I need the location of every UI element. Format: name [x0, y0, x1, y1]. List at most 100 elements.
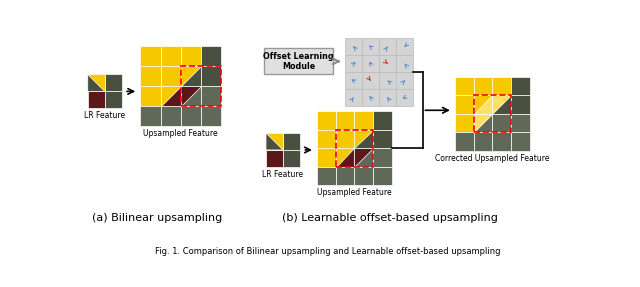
Bar — [492, 95, 511, 114]
Bar — [336, 167, 355, 185]
Bar — [201, 66, 221, 86]
Bar — [492, 132, 511, 151]
Bar — [511, 95, 529, 114]
Text: Upsampled Feature: Upsampled Feature — [143, 129, 218, 138]
Text: LR Feature: LR Feature — [262, 170, 303, 179]
Bar — [355, 148, 373, 167]
Polygon shape — [180, 86, 201, 106]
Bar — [140, 86, 161, 106]
Bar — [317, 130, 336, 148]
Bar — [180, 66, 221, 106]
Polygon shape — [492, 95, 511, 114]
Bar — [201, 86, 221, 106]
Bar — [379, 89, 396, 106]
Bar — [373, 148, 392, 167]
Bar — [396, 38, 413, 55]
Text: Upsampled Feature: Upsampled Feature — [317, 189, 392, 197]
Bar — [455, 132, 474, 151]
Bar — [105, 92, 122, 108]
Bar — [317, 148, 336, 167]
Bar — [474, 132, 492, 151]
Polygon shape — [355, 130, 373, 148]
Bar — [336, 130, 373, 167]
Bar — [180, 106, 201, 126]
Bar — [266, 150, 283, 167]
Bar — [474, 114, 492, 132]
Bar — [373, 167, 392, 185]
Bar — [396, 55, 413, 72]
Bar — [140, 66, 161, 86]
Polygon shape — [161, 86, 180, 106]
Bar — [355, 148, 373, 167]
Bar — [161, 86, 180, 106]
Bar — [355, 130, 373, 148]
Bar — [492, 95, 511, 114]
Bar — [511, 114, 529, 132]
Bar — [266, 133, 283, 150]
Bar — [345, 89, 362, 106]
Bar — [140, 46, 161, 66]
Bar — [161, 46, 180, 66]
Polygon shape — [474, 114, 492, 132]
Bar — [266, 133, 283, 150]
Text: LR Feature: LR Feature — [84, 111, 125, 121]
Bar — [180, 86, 201, 106]
Bar — [336, 111, 355, 130]
Bar — [283, 133, 300, 150]
Bar — [180, 86, 201, 106]
Bar — [336, 148, 355, 167]
Bar — [474, 95, 492, 114]
Bar — [336, 148, 355, 167]
Bar — [379, 72, 396, 89]
Bar — [362, 38, 379, 55]
Bar — [317, 167, 336, 185]
Bar — [345, 72, 362, 89]
Bar — [317, 111, 336, 130]
Bar — [492, 114, 511, 132]
Bar — [362, 55, 379, 72]
Bar — [362, 72, 379, 89]
Bar — [379, 55, 396, 72]
Bar — [88, 75, 105, 92]
Bar — [511, 77, 529, 95]
Bar — [201, 106, 221, 126]
Bar — [455, 95, 474, 114]
Polygon shape — [336, 148, 355, 167]
Bar — [140, 106, 161, 126]
Bar — [161, 106, 180, 126]
Bar — [180, 66, 201, 86]
Text: (b) Learnable offset-based upsampling: (b) Learnable offset-based upsampling — [282, 213, 498, 223]
Bar — [105, 75, 122, 92]
Bar — [379, 38, 396, 55]
Bar — [474, 114, 492, 132]
Bar — [474, 95, 492, 114]
Polygon shape — [474, 95, 492, 114]
Bar — [492, 77, 511, 95]
Bar — [283, 150, 300, 167]
Bar — [373, 130, 392, 148]
Bar — [336, 130, 355, 148]
Text: Corrected Upsampled Feature: Corrected Upsampled Feature — [435, 154, 550, 163]
Polygon shape — [355, 148, 373, 167]
Bar — [345, 55, 362, 72]
Bar — [474, 95, 511, 132]
Bar — [455, 77, 474, 95]
Polygon shape — [180, 66, 201, 86]
Bar — [180, 46, 201, 66]
Bar — [161, 66, 180, 86]
Bar — [355, 167, 373, 185]
Bar — [511, 132, 529, 151]
Bar — [396, 89, 413, 106]
Polygon shape — [266, 133, 283, 150]
Bar — [455, 114, 474, 132]
Bar — [201, 46, 221, 66]
Text: Offset Learning
Module: Offset Learning Module — [263, 52, 334, 71]
Bar — [396, 72, 413, 89]
Bar — [88, 92, 105, 108]
Bar — [345, 38, 362, 55]
Bar — [180, 66, 201, 86]
Bar — [264, 48, 333, 75]
Bar — [362, 89, 379, 106]
Bar — [88, 75, 105, 92]
Bar — [355, 130, 373, 148]
